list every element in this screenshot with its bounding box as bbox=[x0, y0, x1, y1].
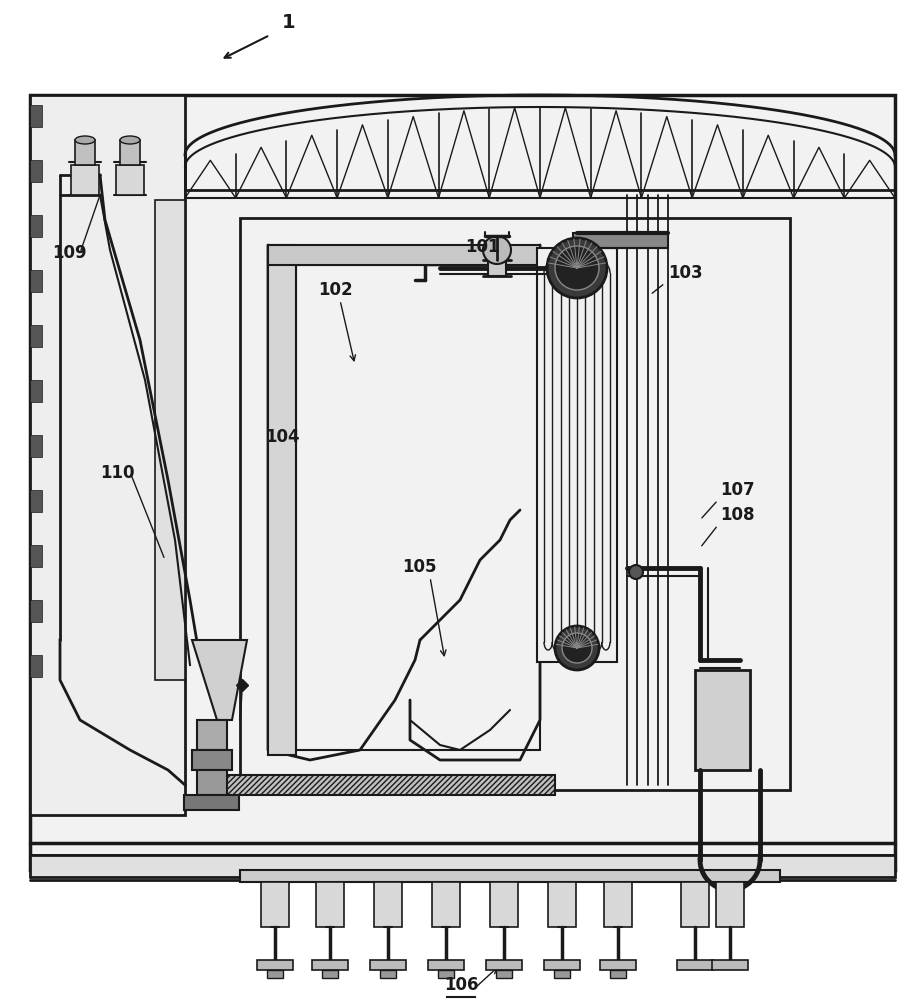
Polygon shape bbox=[192, 640, 247, 720]
Bar bbox=[695, 670, 750, 770]
Bar bbox=[30, 855, 895, 877]
Bar bbox=[30, 160, 42, 182]
Bar bbox=[548, 882, 576, 927]
Bar bbox=[677, 960, 713, 970]
Bar bbox=[30, 545, 42, 567]
Bar bbox=[75, 140, 95, 165]
Bar bbox=[240, 870, 780, 882]
Circle shape bbox=[555, 246, 599, 290]
Bar bbox=[120, 140, 140, 165]
Bar bbox=[681, 882, 709, 927]
Bar bbox=[30, 380, 42, 402]
Bar bbox=[322, 970, 338, 978]
Bar bbox=[490, 882, 518, 927]
Bar bbox=[428, 960, 464, 970]
Bar bbox=[30, 655, 42, 677]
Text: 104: 104 bbox=[265, 428, 300, 446]
Ellipse shape bbox=[75, 136, 95, 144]
Text: 108: 108 bbox=[720, 506, 754, 524]
Bar bbox=[370, 960, 406, 970]
Bar bbox=[261, 882, 289, 927]
Bar bbox=[200, 775, 555, 795]
Bar bbox=[30, 95, 185, 815]
Circle shape bbox=[483, 236, 511, 264]
Bar bbox=[268, 245, 296, 755]
Bar bbox=[267, 970, 283, 978]
Circle shape bbox=[562, 633, 592, 663]
Bar bbox=[30, 270, 42, 292]
Circle shape bbox=[547, 238, 607, 298]
Circle shape bbox=[629, 565, 643, 579]
Text: 107: 107 bbox=[720, 481, 754, 499]
Bar bbox=[316, 882, 344, 927]
Bar bbox=[432, 882, 460, 927]
Bar bbox=[573, 233, 668, 248]
Bar bbox=[488, 260, 506, 276]
Bar bbox=[380, 970, 396, 978]
Text: 101: 101 bbox=[465, 238, 500, 256]
Bar bbox=[197, 770, 227, 795]
Bar bbox=[184, 795, 239, 810]
Bar bbox=[116, 165, 144, 195]
Bar bbox=[155, 200, 185, 680]
Bar bbox=[486, 960, 522, 970]
Bar bbox=[192, 750, 232, 770]
Bar bbox=[30, 325, 42, 347]
Text: 110: 110 bbox=[100, 464, 135, 482]
Bar bbox=[30, 490, 42, 512]
Circle shape bbox=[555, 626, 599, 670]
Bar bbox=[30, 600, 42, 622]
Text: 109: 109 bbox=[52, 244, 87, 262]
Text: 105: 105 bbox=[402, 558, 436, 576]
Bar bbox=[604, 882, 632, 927]
Ellipse shape bbox=[120, 136, 140, 144]
Text: 106: 106 bbox=[443, 976, 479, 994]
Bar bbox=[716, 882, 744, 927]
Bar bbox=[438, 970, 454, 978]
Bar bbox=[30, 215, 42, 237]
Bar bbox=[71, 165, 99, 195]
Bar bbox=[496, 970, 512, 978]
Text: 103: 103 bbox=[668, 264, 703, 282]
Bar bbox=[240, 218, 790, 790]
Bar bbox=[374, 882, 402, 927]
Bar bbox=[30, 95, 895, 870]
Bar bbox=[312, 960, 348, 970]
Text: 1: 1 bbox=[282, 13, 296, 32]
Bar bbox=[537, 248, 617, 662]
Bar bbox=[30, 105, 42, 127]
Bar bbox=[712, 960, 748, 970]
Bar bbox=[554, 970, 570, 978]
Bar bbox=[544, 960, 580, 970]
Bar bbox=[600, 960, 636, 970]
Bar bbox=[197, 720, 227, 750]
Bar bbox=[610, 970, 626, 978]
Bar bbox=[257, 960, 293, 970]
Text: 102: 102 bbox=[318, 281, 352, 299]
Bar bbox=[268, 245, 540, 265]
Bar bbox=[30, 435, 42, 457]
